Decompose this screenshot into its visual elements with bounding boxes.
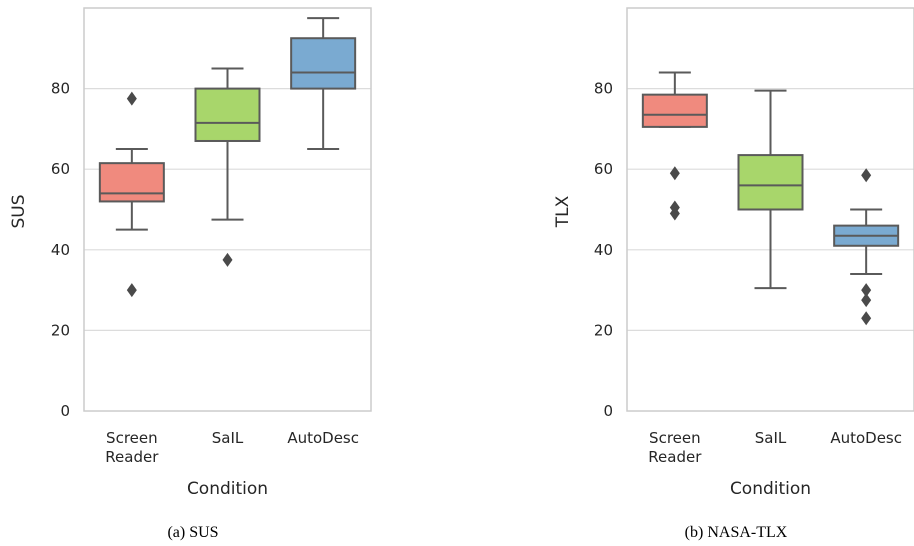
x-tick-label: SaIL: [212, 429, 244, 447]
outlier-point: [861, 168, 871, 182]
x-tick-label-line: Screen: [649, 429, 701, 447]
box-0: [643, 72, 707, 220]
y-tick-label: 60: [51, 160, 70, 178]
panel-caption: (a) SUS: [167, 524, 218, 541]
x-tick-label: SaIL: [755, 429, 787, 447]
y-tick-label: 0: [60, 402, 70, 420]
x-axis-title: Condition: [730, 479, 811, 499]
box-iqr: [100, 163, 164, 201]
box-iqr: [643, 95, 707, 127]
y-axis-title: TLX: [553, 195, 573, 228]
y-axis-title: SUS: [9, 194, 29, 228]
y-tick-label: 40: [594, 241, 613, 259]
y-tick-label: 20: [51, 321, 70, 339]
x-axis-title: Condition: [187, 479, 268, 499]
outlier-point: [670, 166, 680, 180]
box-2: [291, 18, 355, 149]
x-tick-label: AutoDesc: [830, 429, 902, 447]
y-tick-label: 20: [594, 321, 613, 339]
x-tick-label: Screen Reader: [105, 429, 159, 466]
y-tick-label: 60: [594, 160, 613, 178]
y-tick-label: 40: [51, 241, 70, 259]
outlier-point: [861, 311, 871, 325]
box-iqr: [739, 155, 803, 209]
y-tick-label: 0: [603, 402, 613, 420]
outlier-point: [127, 92, 137, 106]
panel-caption: (b) NASA-TLX: [685, 524, 788, 541]
x-tick-label-line: Reader: [648, 448, 702, 466]
x-tick-label: Screen Reader: [648, 429, 702, 466]
x-tick-label-line: AutoDesc: [287, 429, 359, 447]
y-tick-label: 80: [594, 80, 613, 98]
box-0: [100, 92, 164, 297]
x-tick-label-line: AutoDesc: [830, 429, 902, 447]
box-2: [834, 168, 898, 325]
chart-panel-1: 0 20 40 60 80 Screen Reader SaIL AutoDesc Conditi…: [9, 8, 371, 541]
box-1: [196, 68, 260, 266]
outlier-point: [223, 253, 233, 267]
outlier-point: [127, 283, 137, 297]
x-tick-label-line: Reader: [105, 448, 159, 466]
x-tick-label-line: SaIL: [755, 429, 787, 447]
outlier-point: [861, 293, 871, 307]
x-tick-label-line: Screen: [106, 429, 158, 447]
box-1: [739, 91, 803, 288]
box-iqr: [291, 38, 355, 88]
box-iqr: [196, 89, 260, 141]
x-tick-label-line: SaIL: [212, 429, 244, 447]
chart-panel-2: 0 20 40 60 80 Screen Reader SaIL AutoDesc Conditi…: [553, 8, 914, 541]
x-tick-label: AutoDesc: [287, 429, 359, 447]
y-tick-label: 80: [51, 80, 70, 98]
